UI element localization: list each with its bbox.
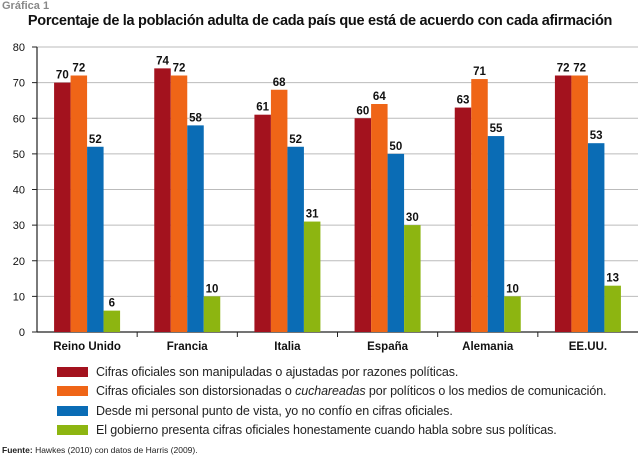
data-label: 6: [109, 298, 115, 310]
data-label: 58: [189, 112, 202, 124]
data-label: 60: [356, 105, 369, 117]
y-tick-label: 40: [13, 185, 25, 197]
bar: [254, 114, 271, 332]
data-label: 74: [156, 55, 169, 67]
bar: [70, 75, 88, 332]
y-tick-label: 10: [13, 291, 25, 303]
bar: [270, 89, 288, 332]
bar: [154, 68, 171, 332]
data-label: 64: [373, 91, 386, 103]
legend-item: El gobierno presenta cifras oficiales ho…: [57, 421, 606, 441]
data-label: 72: [573, 63, 586, 75]
data-label: 52: [289, 134, 302, 146]
bar: [170, 75, 188, 332]
bar: [287, 146, 304, 332]
legend-label: Cifras oficiales son manipuladas o ajust…: [96, 364, 459, 379]
legend-swatch: [57, 405, 88, 416]
legend-swatch: [57, 386, 88, 397]
bar: [554, 75, 572, 332]
data-label: 68: [273, 77, 286, 89]
bar: [303, 221, 321, 332]
bar: [471, 79, 488, 332]
legend: Cifras oficiales son manipuladas o ajust…: [57, 362, 607, 441]
bar: [87, 146, 104, 332]
data-label: 61: [256, 102, 269, 114]
legend-label: El gobierno presenta cifras oficiales ho…: [96, 423, 557, 438]
x-tick-label: Italia: [274, 341, 301, 353]
source-note: Fuente: Hawkes (2010) con datos de Harri…: [2, 445, 198, 455]
data-label: 72: [173, 63, 186, 75]
bar: [54, 82, 71, 332]
bar: [203, 296, 221, 332]
data-label: 70: [56, 70, 69, 82]
legend-label: Cifras oficiales son distorsionadas o cu…: [96, 384, 607, 399]
figure-kicker: Gráfica 1: [2, 0, 50, 12]
y-tick-label: 30: [13, 220, 25, 232]
data-label: 30: [406, 212, 419, 224]
data-label: 50: [389, 141, 402, 153]
data-label: 72: [72, 63, 85, 75]
x-tick-label: España: [367, 341, 409, 353]
bar: [587, 143, 605, 332]
data-label: 72: [557, 63, 570, 75]
x-tick-label: Alemania: [462, 341, 514, 353]
data-label: 63: [457, 95, 470, 107]
x-tick-label: EE.UU.: [569, 341, 607, 353]
data-label: 13: [606, 273, 619, 285]
legend-swatch: [57, 425, 88, 436]
data-label: 52: [89, 134, 102, 146]
bar: [103, 310, 121, 332]
data-label: 55: [490, 123, 503, 135]
y-tick-label: 0: [19, 327, 25, 339]
y-tick-label: 70: [13, 78, 25, 90]
y-tick-label: 80: [13, 42, 25, 54]
bar: [354, 118, 372, 332]
bar: [487, 136, 505, 332]
bar: [404, 225, 421, 332]
bar: [454, 107, 472, 332]
x-tick-label: Francia: [167, 341, 209, 353]
y-tick-label: 60: [13, 113, 25, 125]
data-label: 10: [206, 283, 219, 295]
bar: [604, 285, 621, 332]
bar: [387, 153, 405, 332]
bar: [571, 75, 588, 332]
data-label: 10: [506, 283, 519, 295]
legend-item: Cifras oficiales son manipuladas o ajust…: [57, 362, 606, 382]
bar: [187, 125, 204, 332]
data-label: 53: [590, 130, 603, 142]
legend-item: Cifras oficiales son distorsionadas o cu…: [57, 382, 607, 402]
x-tick-label: Reino Unido: [53, 341, 121, 353]
legend-swatch: [57, 366, 88, 377]
data-label: 71: [473, 66, 486, 78]
legend-label: Desde mi personal punto de vista, yo no …: [96, 403, 453, 418]
bar: [371, 104, 388, 332]
y-tick-label: 20: [13, 256, 25, 268]
bar: [504, 296, 521, 332]
data-label: 31: [306, 209, 319, 221]
legend-item: Desde mi personal punto de vista, yo no …: [57, 401, 606, 421]
y-tick-label: 50: [13, 149, 25, 161]
chart-title: Porcentaje de la población adulta de cad…: [27, 13, 613, 29]
